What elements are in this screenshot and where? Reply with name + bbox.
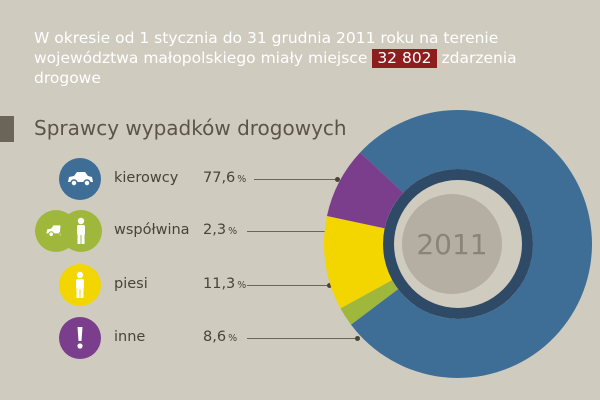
legend-value-piesi: 11,3% [203,276,247,292]
legend-value-wspolwina: 2,3% [203,222,238,238]
legend-label-kierowcy: kierowcy [114,170,179,186]
car-icon [59,158,101,200]
person-icon-wspolwina [60,210,102,252]
legend-row-kierowcy: kierowcy 77,6% [0,158,600,202]
legend-row-piesi: piesi 11,3% [0,264,600,308]
legend-row-inne: inne 8,6% [0,317,600,361]
exclamation-icon [59,317,101,359]
leader-line-wspolwina [247,231,328,232]
legend-value-inne: 8,6% [203,329,238,345]
leader-line-inne [247,338,356,339]
donut-slice-kierowcy [350,109,592,378]
leader-dot-kierowcy [335,177,340,182]
person-icon [59,264,101,306]
center-badge [402,194,502,294]
intro-text-before: W okresie od 1 stycznia do 31 grudnia 20… [34,29,499,67]
center-year-label: 2011 [416,228,487,261]
leader-line-piesi [247,285,328,286]
leader-dot-piesi [327,283,332,288]
intro-text: W okresie od 1 stycznia do 31 grudnia 20… [34,28,574,88]
intro-text-after: zdarzenia drogowe [34,49,517,87]
leader-dot-inne [355,336,360,341]
section-marker [0,116,14,142]
legend-label-wspolwina: współwina [114,222,190,238]
legend-label-inne: inne [114,329,146,345]
legend-value-kierowcy: 77,6% [203,170,247,186]
donut-slice-wspolwina [340,280,399,325]
legend-row-wspolwina: współwina 2,3% [0,210,600,254]
donut-slice-inne [326,152,404,229]
donut-slice-piesi [324,216,393,309]
legend-label-piesi: piesi [114,276,148,292]
accident-count-highlight: 32 802 [372,49,437,68]
chart-heading: Sprawcy wypadków drogowych [34,116,347,140]
leader-line-kierowcy [254,179,336,180]
